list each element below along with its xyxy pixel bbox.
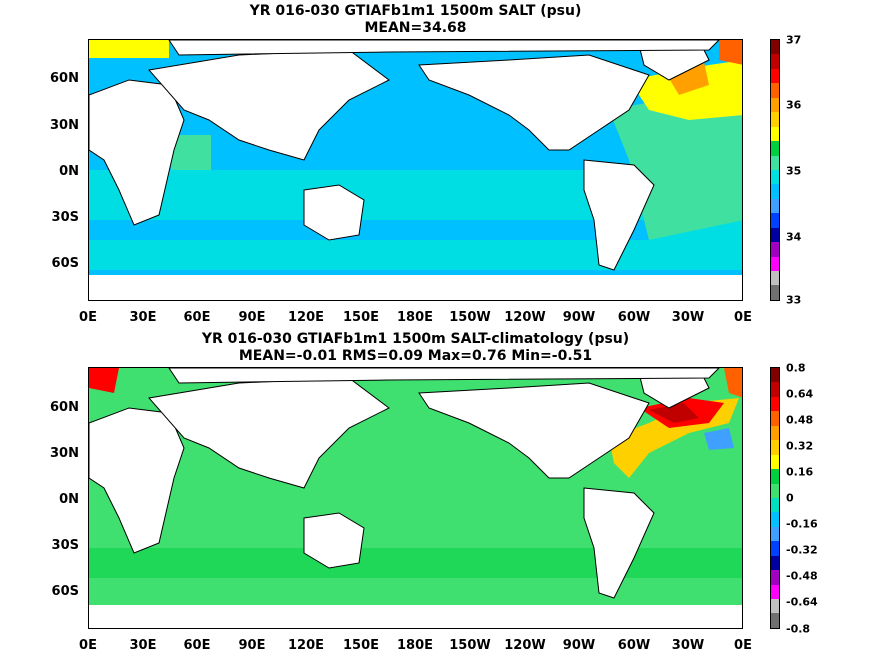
colorbar-swatch: [771, 141, 779, 156]
bottom-lat-label-30n: 30N: [50, 446, 79, 461]
top-lat-label-30n: 30N: [50, 118, 79, 133]
colorbar-swatch: [771, 54, 779, 69]
bottom-colorbar-label: 0: [786, 491, 794, 505]
bottom-lon-label: 120E: [287, 638, 325, 653]
colorbar-swatch: [771, 126, 779, 142]
bottom-colorbar-label: -0.8: [786, 622, 811, 636]
colorbar-swatch: [771, 68, 779, 84]
colorbar-swatch: [771, 256, 779, 271]
bottom-lat-label-60n: 60N: [50, 400, 79, 415]
bottom-lon-label: 150E: [342, 638, 380, 653]
bottom-panel-stats: MEAN=-0.01 RMS=0.09 Max=0.76 Min=-0.51: [238, 348, 593, 364]
colorbar-swatch: [771, 584, 779, 599]
bottom-lon-label: 30E: [129, 638, 157, 653]
colorbar-swatch: [771, 541, 779, 556]
colorbar-swatch: [771, 83, 779, 98]
top-colorbar-label: 35: [786, 164, 802, 178]
colorbar-swatch: [771, 555, 779, 571]
colorbar-swatch: [771, 271, 779, 286]
top-lon-label: 30W: [671, 310, 705, 325]
top-lon-label: 120W: [504, 310, 546, 325]
bottom-lat-label-60s: 60S: [51, 584, 79, 599]
top-panel-mean: MEAN=34.68: [364, 20, 467, 36]
colorbar-swatch: [771, 368, 779, 383]
colorbar-swatch: [771, 112, 779, 127]
bottom-colorbar-label: 0.32: [786, 439, 814, 453]
colorbar-swatch: [771, 198, 779, 214]
colorbar-swatch: [771, 285, 779, 300]
colorbar-swatch: [771, 454, 779, 470]
colorbar-swatch: [771, 213, 779, 228]
bottom-colorbar-label: -0.48: [786, 569, 818, 583]
colorbar-swatch: [771, 512, 779, 527]
bottom-colorbar: [770, 367, 780, 629]
bottom-lon-label: 180E: [396, 638, 434, 653]
top-lon-label: 0E: [79, 310, 97, 325]
colorbar-swatch: [771, 411, 779, 426]
bottom-lon-label: 0E: [734, 638, 752, 653]
top-lon-label: 90W: [562, 310, 596, 325]
bottom-panel-title: YR 016-030 GTIAFb1m1 1500m SALT-climatol…: [201, 331, 630, 347]
top-lon-label: 60W: [617, 310, 651, 325]
colorbar-swatch: [771, 425, 779, 441]
bottom-difference-map: [88, 367, 743, 629]
bottom-colorbar-label: 0.64: [786, 387, 814, 401]
bottom-lon-label: 90W: [562, 638, 596, 653]
colorbar-swatch: [771, 242, 779, 257]
colorbar-swatch: [771, 97, 779, 113]
top-colorbar-label: 34: [786, 230, 802, 244]
top-lon-label: 180E: [396, 310, 434, 325]
bottom-lon-label: 120W: [504, 638, 546, 653]
bottom-lon-label: 150W: [449, 638, 491, 653]
top-panel-title: YR 016-030 GTIAFb1m1 1500m SALT (psu): [249, 3, 582, 19]
top-salinity-map: [88, 39, 743, 301]
bottom-colorbar-label: -0.32: [786, 543, 818, 557]
bottom-colorbar-label: 0.48: [786, 413, 814, 427]
top-lat-label-0n: 0N: [59, 164, 79, 179]
top-lon-label: 30E: [129, 310, 157, 325]
bottom-lat-label-0n: 0N: [59, 492, 79, 507]
colorbar-swatch: [771, 613, 779, 628]
bottom-colorbar-label: -0.64: [786, 595, 818, 609]
colorbar-swatch: [771, 169, 779, 185]
bottom-colorbar-label: 0.16: [786, 465, 814, 479]
top-colorbar: [770, 39, 780, 301]
bottom-lon-label: 90E: [238, 638, 266, 653]
colorbar-swatch: [771, 599, 779, 614]
colorbar-swatch: [771, 469, 779, 484]
colorbar-swatch: [771, 570, 779, 585]
colorbar-swatch: [771, 382, 779, 397]
top-lon-label: 150W: [449, 310, 491, 325]
bottom-lat-label-30s: 30S: [51, 538, 79, 553]
colorbar-swatch: [771, 526, 779, 542]
top-lon-label: 120E: [287, 310, 325, 325]
colorbar-swatch: [771, 227, 779, 243]
bottom-lon-label: 60E: [183, 638, 211, 653]
bottom-lon-label: 60W: [617, 638, 651, 653]
colorbar-swatch: [771, 440, 779, 455]
top-lon-label: 90E: [238, 310, 266, 325]
top-lon-label: 150E: [342, 310, 380, 325]
bottom-colorbar-label: -0.16: [786, 517, 818, 531]
top-lat-label-60s: 60S: [51, 256, 79, 271]
colorbar-swatch: [771, 155, 779, 170]
top-colorbar-label: 33: [786, 293, 802, 307]
top-colorbar-label: 37: [786, 33, 802, 47]
top-lon-label: 0E: [734, 310, 752, 325]
top-lat-label-60n: 60N: [50, 71, 79, 86]
colorbar-swatch: [771, 396, 779, 412]
colorbar-swatch: [771, 40, 779, 55]
colorbar-swatch: [771, 497, 779, 513]
colorbar-swatch: [771, 483, 779, 498]
bottom-lon-label: 0E: [79, 638, 97, 653]
bottom-lon-label: 30W: [671, 638, 705, 653]
bottom-colorbar-label: 0.8: [786, 361, 806, 375]
top-colorbar-label: 36: [786, 98, 802, 112]
top-lon-label: 60E: [183, 310, 211, 325]
colorbar-swatch: [771, 184, 779, 199]
top-lat-label-30s: 30S: [51, 210, 79, 225]
